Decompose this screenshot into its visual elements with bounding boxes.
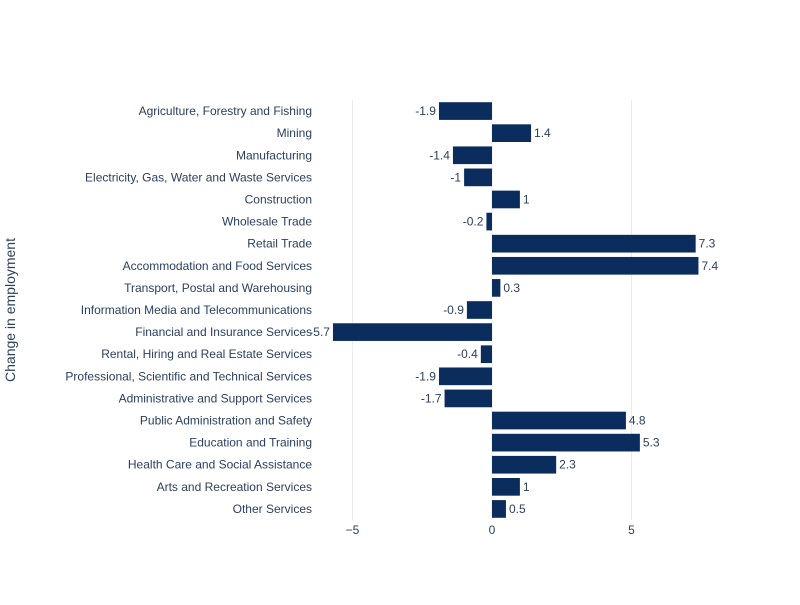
bar [332, 323, 492, 341]
data-label: -0.4 [457, 347, 478, 361]
y-axis-title: Change in employment [2, 238, 18, 382]
data-label: -0.9 [443, 303, 464, 317]
bar [492, 455, 557, 474]
bar [464, 168, 492, 187]
category-label: Public Administration and Safety [140, 414, 312, 428]
bar [492, 256, 699, 275]
data-label: 5.3 [643, 436, 660, 450]
bar [438, 102, 492, 120]
y-tick-labels: Agriculture, Forestry and Fishing Mining M… [65, 104, 312, 516]
data-label: 0.5 [509, 502, 526, 516]
x-tick-label: 5 [628, 523, 635, 537]
category-label: Financial and Insurance Services [135, 325, 312, 339]
category-label: Construction [245, 192, 312, 206]
bar [492, 124, 532, 142]
category-label: Professional, Scientific and Technical S… [65, 369, 312, 383]
category-label: Arts and Recreation Services [157, 480, 312, 494]
data-label: 1.4 [534, 126, 551, 140]
data-label: 7.3 [699, 237, 716, 251]
bar [492, 190, 520, 209]
data-label: 0.3 [503, 281, 520, 295]
data-label: -1.7 [421, 391, 442, 405]
data-label: 1 [523, 192, 530, 206]
bar [480, 345, 492, 364]
category-label: Other Services [233, 502, 312, 516]
bar [492, 411, 626, 430]
data-label: -0.2 [463, 215, 484, 229]
category-label: Wholesale Trade [222, 215, 312, 229]
category-label: Health Care and Social Assistance [128, 458, 312, 472]
category-label: Information Media and Telecommunications [81, 303, 312, 317]
data-label: -5.7 [309, 325, 330, 339]
data-labels: -1.9 1.4 -1.4-1 1 -0.2 7.3 7.4 0.3 -0.9 -5.7 -0.4 -… [309, 104, 718, 516]
category-label: Mining [277, 126, 312, 140]
data-label: 1 [523, 480, 530, 494]
data-label: 2.3 [559, 458, 576, 472]
data-label: -1.9 [415, 369, 436, 383]
category-label: Education and Training [189, 436, 312, 450]
data-label: 7.4 [701, 259, 718, 273]
bar [466, 301, 492, 319]
category-label: Administrative and Support Services [119, 391, 312, 405]
data-label: -1.9 [415, 104, 436, 118]
data-label: -1.4 [429, 148, 450, 162]
bar [452, 146, 492, 165]
bars [332, 102, 699, 518]
x-tick-labels: −5 0 5 [346, 523, 636, 537]
bar [444, 389, 492, 408]
category-label: Agriculture, Forestry and Fishing [139, 104, 312, 118]
category-label: Manufacturing [236, 148, 312, 162]
category-label: Retail Trade [247, 237, 312, 251]
x-tick-label: −5 [346, 523, 360, 537]
data-label: -1 [450, 170, 461, 184]
data-label: 4.8 [629, 414, 646, 428]
category-label: Rental, Hiring and Real Estate Services [101, 347, 312, 361]
bar [492, 433, 640, 452]
category-label: Electricity, Gas, Water and Waste Servic… [85, 170, 312, 184]
x-tick-label: 0 [489, 523, 496, 537]
bar [492, 234, 696, 253]
category-label: Transport, Postal and Warehousing [124, 281, 312, 295]
bar [492, 478, 520, 496]
bar [492, 279, 501, 297]
bar [438, 367, 492, 386]
bar [486, 212, 492, 231]
category-label: Accommodation and Food Services [123, 259, 312, 273]
bar [492, 500, 506, 518]
